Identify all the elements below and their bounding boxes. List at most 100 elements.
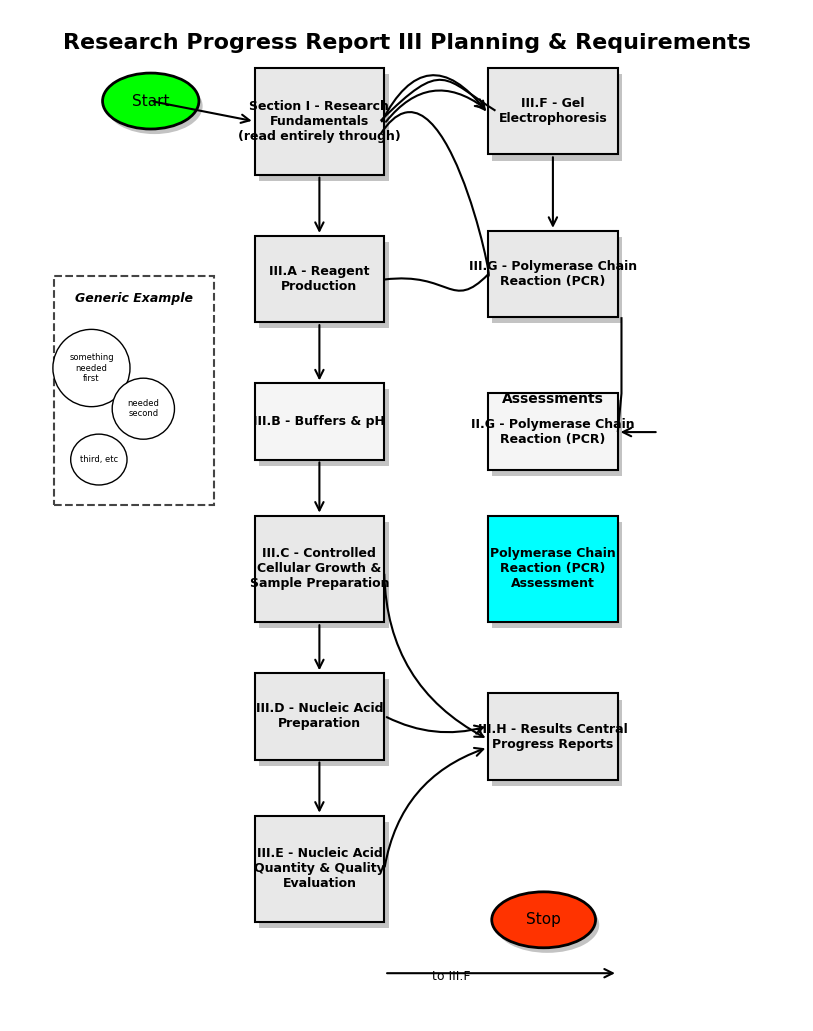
Bar (488, 745, 618, 747)
Bar (488, 697, 618, 699)
Bar (254, 586, 385, 588)
Bar (254, 858, 385, 861)
Bar (254, 166, 385, 168)
Bar (254, 82, 385, 86)
Bar (254, 720, 385, 722)
Bar (254, 742, 385, 744)
Bar (254, 845, 385, 847)
Bar (254, 74, 385, 76)
Bar (254, 687, 385, 689)
Bar (488, 68, 618, 155)
Bar (254, 296, 385, 298)
Bar (54, 276, 214, 505)
Bar (488, 712, 618, 714)
Bar (254, 164, 385, 166)
Bar (488, 232, 618, 234)
Bar (488, 291, 618, 293)
Bar (254, 122, 385, 124)
Bar (254, 820, 385, 822)
Bar (488, 255, 618, 257)
Bar (488, 286, 618, 288)
Bar (254, 850, 385, 852)
Bar (488, 91, 618, 92)
Bar (254, 257, 385, 259)
Bar (488, 130, 618, 132)
Bar (254, 319, 385, 321)
Bar (254, 816, 385, 818)
Bar (254, 921, 385, 923)
Text: needed
second: needed second (128, 399, 159, 419)
Bar (488, 241, 618, 243)
Bar (254, 744, 385, 745)
Bar (488, 720, 618, 721)
Bar (488, 120, 618, 122)
Bar (254, 303, 385, 305)
Bar (254, 751, 385, 753)
Bar (488, 766, 618, 768)
Bar (254, 286, 385, 288)
Bar (254, 120, 385, 122)
Bar (488, 243, 618, 244)
Bar (488, 80, 618, 81)
Bar (254, 747, 385, 750)
Bar (488, 764, 618, 766)
Bar (488, 721, 618, 723)
Bar (254, 702, 385, 704)
Bar (254, 126, 385, 128)
Bar (254, 68, 385, 175)
Bar (254, 824, 385, 826)
Bar (254, 275, 385, 277)
Bar (254, 535, 385, 537)
Bar (254, 172, 385, 175)
Bar (488, 129, 618, 130)
Bar (254, 321, 385, 323)
Bar (488, 275, 618, 277)
Bar (254, 78, 385, 80)
Bar (488, 104, 618, 106)
Bar (488, 749, 618, 751)
Bar (254, 616, 385, 618)
Bar (254, 531, 385, 533)
Bar (488, 81, 618, 84)
Bar (254, 520, 385, 522)
Bar (254, 724, 385, 725)
Ellipse shape (112, 378, 175, 439)
Bar (254, 236, 385, 323)
Bar (254, 554, 385, 556)
Bar (254, 837, 385, 839)
Bar (254, 136, 385, 138)
Bar (488, 714, 618, 716)
Bar (488, 97, 618, 99)
Bar (254, 675, 385, 676)
Bar (488, 236, 618, 237)
Bar (254, 152, 385, 154)
Bar (488, 272, 618, 274)
Bar (488, 102, 618, 104)
Bar (254, 301, 385, 303)
Bar (254, 581, 385, 584)
Bar (254, 72, 385, 74)
Bar (488, 270, 618, 272)
Bar (254, 888, 385, 891)
Bar (254, 895, 385, 897)
Bar (254, 118, 385, 120)
Bar (259, 822, 389, 929)
Bar (254, 843, 385, 845)
Text: something
needed
first: something needed first (69, 354, 114, 383)
Bar (488, 237, 618, 239)
Bar (254, 149, 385, 152)
Bar (488, 277, 618, 279)
Bar (254, 737, 385, 739)
Bar (254, 384, 385, 460)
Bar (488, 86, 618, 87)
Bar (254, 701, 385, 702)
Bar (254, 913, 385, 916)
Bar (254, 719, 385, 720)
Bar (254, 264, 385, 265)
Bar (254, 739, 385, 740)
Bar (488, 297, 618, 298)
Bar (254, 279, 385, 280)
Bar (488, 310, 618, 312)
Bar (488, 279, 618, 280)
Text: III.F - Gel
Electrophoresis: III.F - Gel Electrophoresis (498, 97, 607, 125)
